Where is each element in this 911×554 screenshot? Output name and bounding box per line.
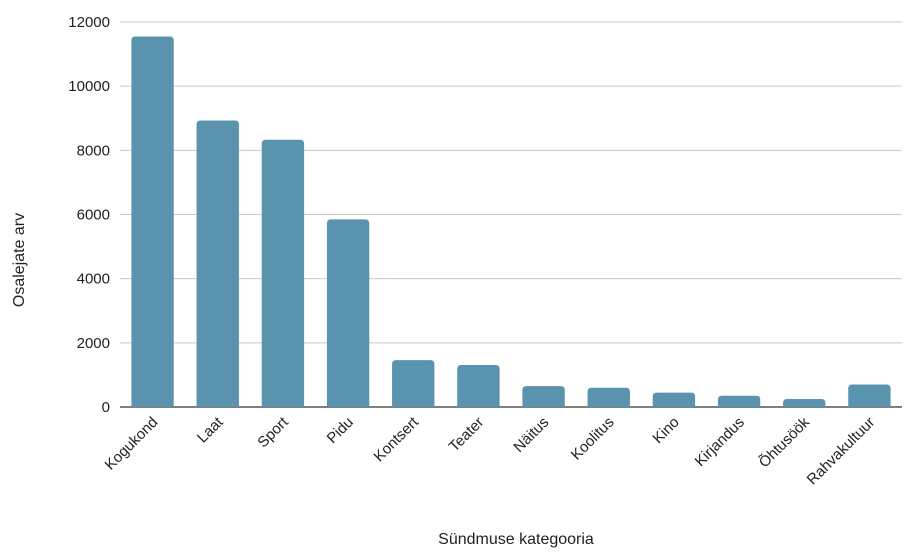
y-axis-ticks: 0 2000 4000 6000 8000 10000 12000 (68, 14, 110, 416)
bar-kino (652, 392, 696, 407)
y-axis-title: Osalejate arv (11, 213, 28, 307)
bar-koolitus (587, 387, 630, 407)
x-tick-label: Rahvakultuur (804, 414, 879, 489)
x-tick-label: Teater (446, 414, 488, 456)
x-tick-label: Pidu (324, 414, 357, 447)
x-tick-label: Kirjandus (692, 414, 748, 470)
x-axis-ticks: Kogukond Laat Sport Pidu Kontsert Teater Näitu… (102, 413, 879, 488)
bars (131, 36, 891, 407)
bar-õhtusöök (783, 398, 826, 407)
bar-laat (196, 120, 239, 407)
bar-teater (457, 364, 500, 407)
x-tick-label: Koolitus (568, 414, 618, 464)
bar-kogukond (131, 36, 174, 407)
y-tick-label: 10000 (68, 78, 110, 95)
y-tick-label: 8000 (77, 142, 110, 159)
x-tick-label: Näitus (510, 414, 552, 456)
y-tick-label: 0 (102, 399, 110, 416)
x-tick-label: Kontsert (371, 413, 423, 465)
y-tick-label: 12000 (68, 14, 110, 31)
x-tick-label: Kogukond (102, 414, 162, 474)
x-tick-label: Kino (649, 414, 682, 447)
bar-kontsert (392, 360, 435, 407)
bar-sport (261, 139, 305, 407)
bar-rahvakultuur (848, 384, 891, 407)
x-axis-title: Sündmuse kategooria (438, 531, 594, 548)
bar-kirjandus (717, 395, 761, 407)
x-tick-label: Laat (194, 413, 227, 446)
bar-näitus (522, 386, 565, 407)
y-tick-label: 6000 (77, 207, 110, 224)
bar-pidu (326, 219, 370, 407)
x-tick-label: Õhtusöök (756, 413, 814, 471)
x-tick-label: Sport (254, 413, 292, 451)
y-tick-label: 2000 (77, 335, 110, 352)
y-tick-label: 4000 (77, 271, 110, 288)
gridlines (120, 21, 902, 408)
